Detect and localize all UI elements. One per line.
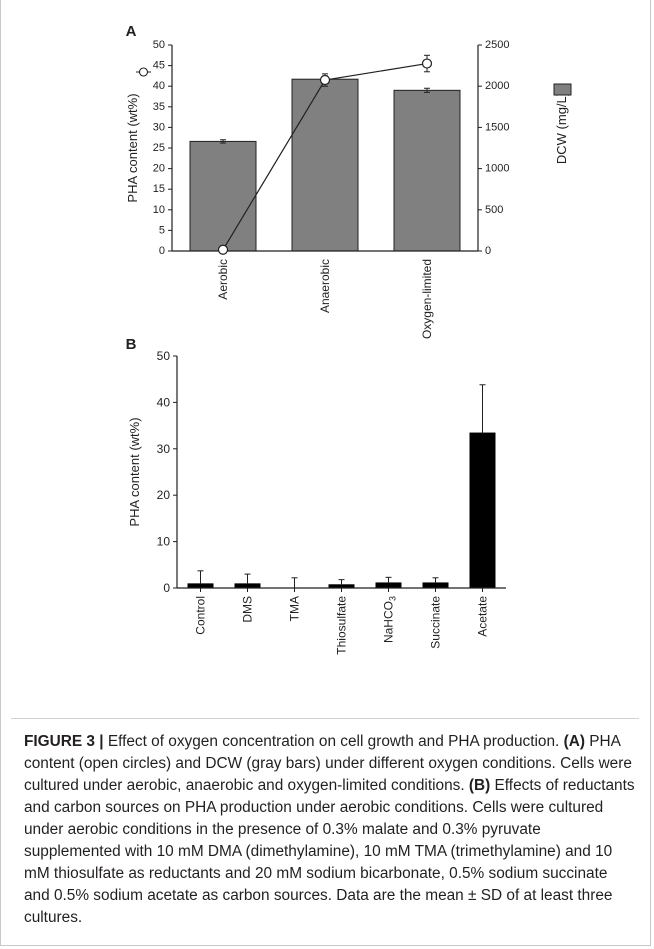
panel-a-right-tick-label: 1000 [485,163,509,175]
panel-a-right-tick-label: 500 [485,204,503,216]
panel-a-left-tick-label: 35 [153,101,165,113]
panel-a-left-tick-label: 20 [153,163,165,175]
panel-a-right-tick-label: 0 [485,245,491,257]
panel-a-bar-oxygen-limited [393,89,461,252]
panel-a-right-axis-title: DCW (mg/L) [554,92,569,164]
figure-caption: FIGURE 3 | Effect of oxygen concentratio… [24,731,636,929]
panel-b-bar-nahco3 [375,582,402,588]
caption-intro: Effect of oxygen concentration on cell g… [103,733,564,750]
panel-a-right-tick-label: 1500 [485,121,509,133]
panel-b-bar-thiosulfate [328,584,355,588]
panel-b-label: B [126,336,137,353]
panel-a-left-axis-title: PHA content (wt%) [125,93,140,202]
caption-divider [11,718,639,719]
panel-b-bar-dms [234,583,261,588]
panel-a-pha-point-aerobic [217,244,229,255]
caption-a-text: PHA content (open circles) and DCW (gray… [24,733,632,794]
panel-a-left-tick-label: 5 [159,224,165,236]
caption-b-tag: (B) [468,777,491,794]
panel-a-left-tick-label: 25 [153,142,165,154]
panel-b-y-tick-label: 30 [157,442,171,456]
panel-b-category-label: Acetate [476,596,490,637]
panel-b-y-tick-label: 50 [157,349,171,363]
panel-a-right-tick-label: 2500 [485,39,509,51]
panel-a-category-label: Oxygen-limited [420,259,434,339]
caption-a-tag: (A) [563,733,585,750]
caption-b-text: Effects of reductants and carbon sources… [24,777,635,926]
panel-b-bar-acetate [469,432,496,588]
panel-b-y-tick-label: 20 [157,488,171,502]
panel-a-right-tick-label: 2000 [485,80,509,92]
panel-b-y-tick-label: 10 [157,535,171,549]
panel-a-left-tick-label: 15 [153,183,165,195]
panel-b-category-label: TMA [288,596,302,621]
panel-b-y-axis-title: PHA content (wt%) [127,417,142,526]
panel-a-left-tick-label: 10 [153,204,165,216]
panel-b-category-label: NaHCO3 [382,596,398,643]
panel-a-category-label: Anaerobic [318,259,332,313]
panel-a-left-tick-label: 50 [153,39,165,51]
panel-a-left-tick-label: 0 [159,245,165,257]
panel-b-category-label: Thiosulfate [335,596,349,655]
figure-svg: A051015202530354045500500100015002000250… [125,23,572,655]
panel-a-left-tick-label: 45 [153,60,165,72]
caption-label: FIGURE 3 | [24,733,104,750]
panel-b-y-tick-label: 0 [163,581,170,595]
panel-a-pha-point-anaerobic [319,74,331,86]
panel-a-category-label: Aerobic [216,259,230,300]
panel-b-bar-succinate [422,582,449,588]
panel-a-bar-aerobic [189,140,257,252]
panel-a-pha-point-oxygen-limited [421,58,433,69]
panel-a-bar-anaerobic [291,78,359,252]
panel-b-bar-control [187,583,214,588]
panel-b-category-label: DMS [241,596,255,623]
panel-a-label: A [126,23,137,40]
panel-a-left-tick-label: 40 [153,80,165,92]
panel-a-left-tick-label: 30 [153,121,165,133]
panel-a-legend-bar-glyph [553,83,572,96]
panel-b-y-tick-label: 40 [157,395,171,409]
panel-b-category-label: Succinate [429,596,443,649]
panel-a-legend-circle-glyph [138,67,149,77]
panel-b-category-label: Control [194,596,208,635]
